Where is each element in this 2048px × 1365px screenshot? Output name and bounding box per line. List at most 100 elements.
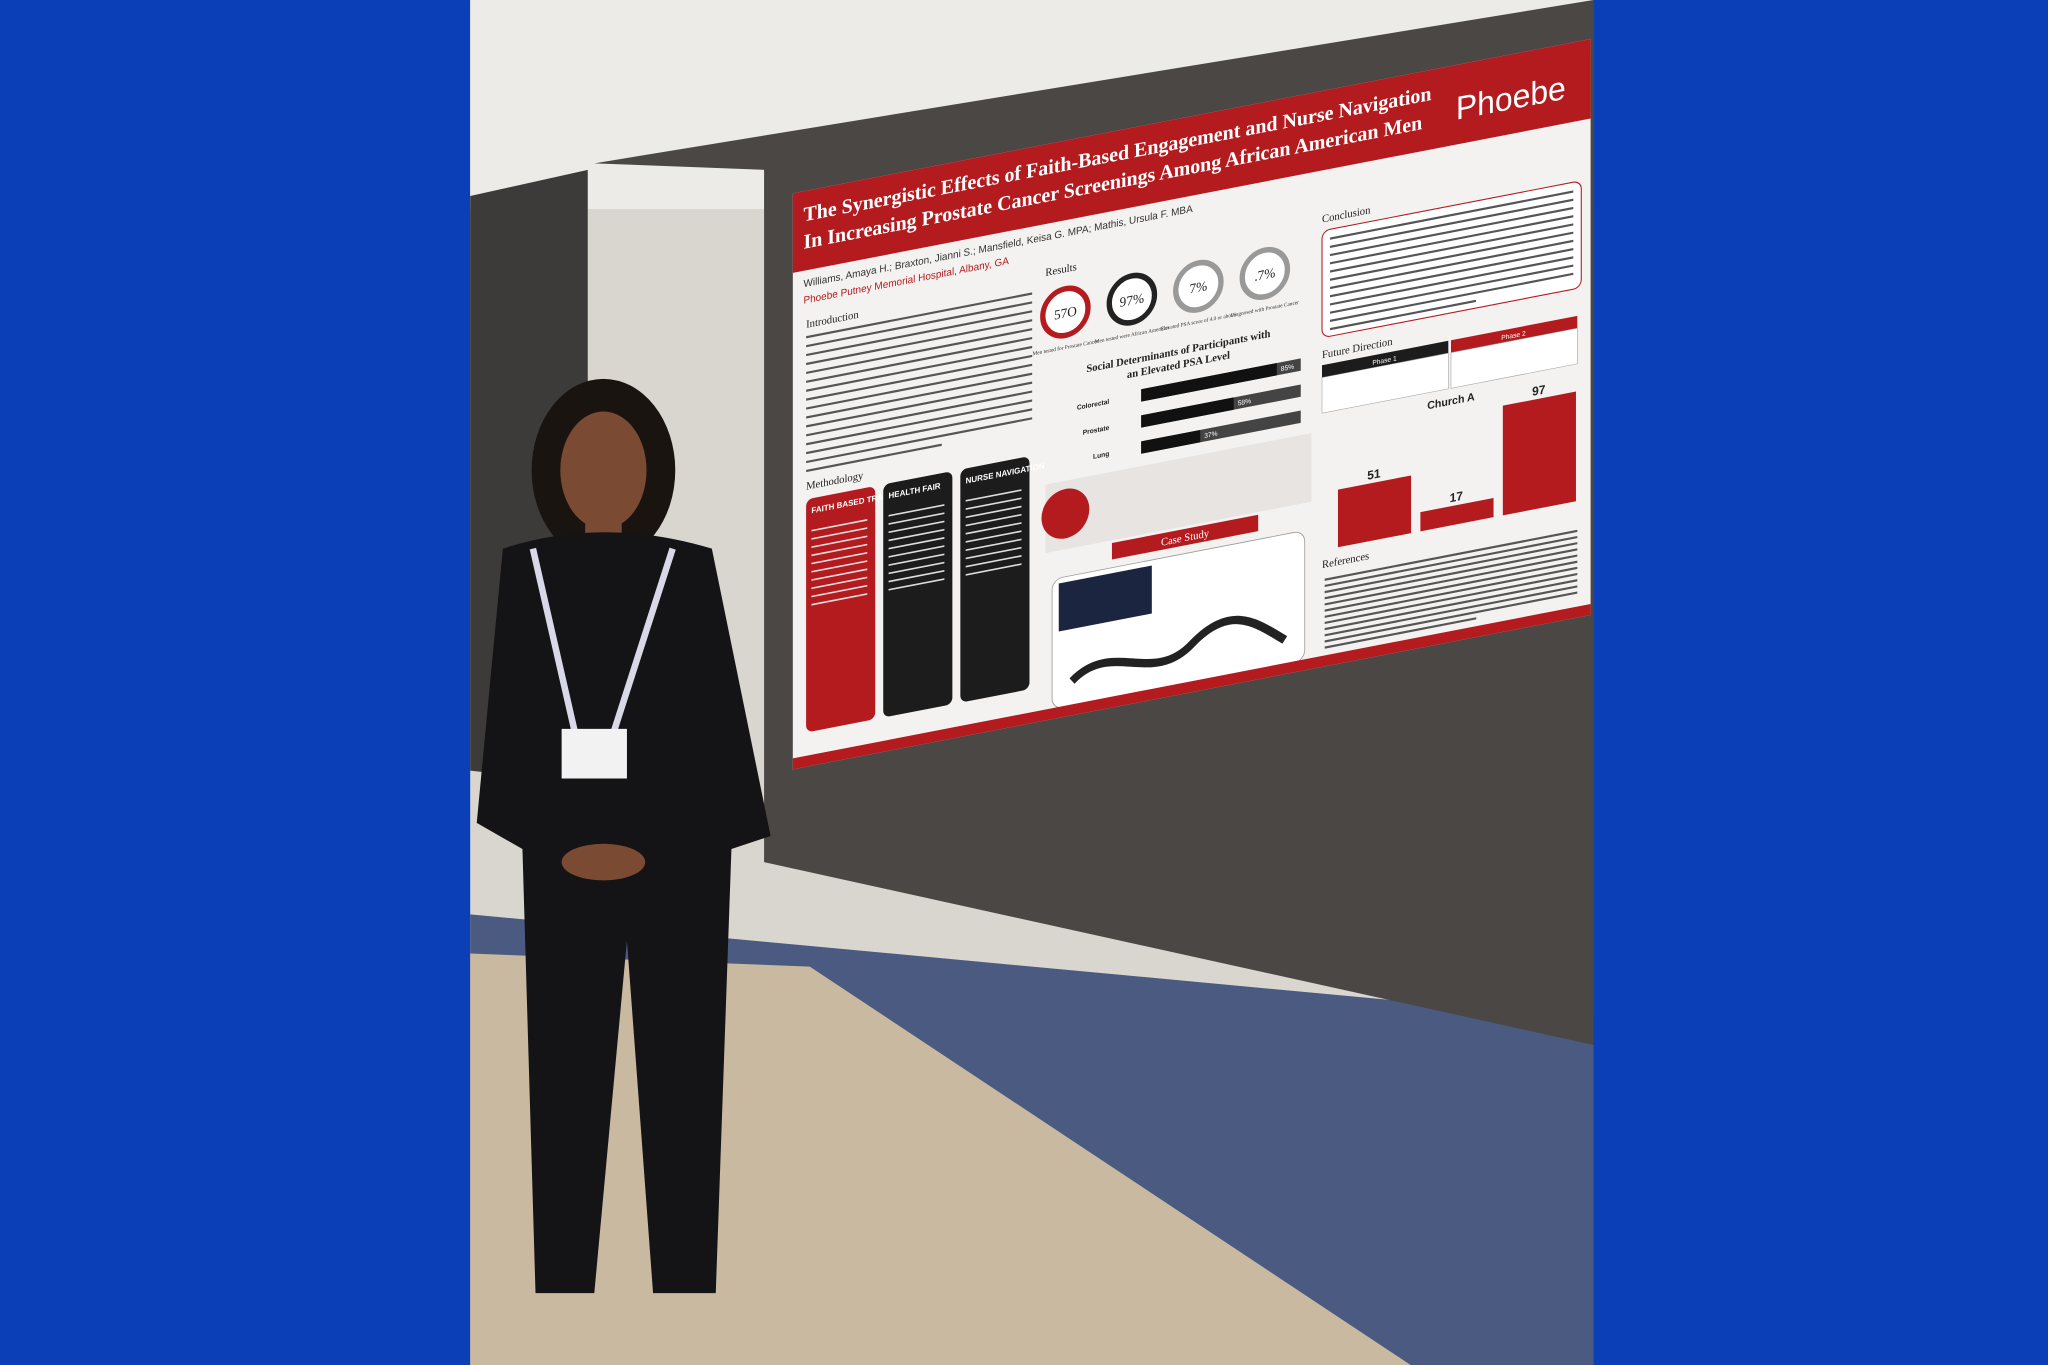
bar-value: 17 — [1450, 489, 1463, 506]
method-box — [806, 487, 876, 732]
person — [476, 378, 771, 1294]
poster-header — [792, 38, 1591, 273]
text-line — [1324, 566, 1578, 618]
text-line — [965, 546, 1022, 560]
text-line — [806, 408, 1033, 455]
text-line — [811, 527, 868, 540]
text-line — [806, 372, 1033, 419]
text-line — [965, 497, 1022, 510]
text-line — [1324, 542, 1578, 594]
text-line — [888, 578, 945, 591]
bar-label: Lung — [1093, 451, 1109, 461]
text-line — [811, 576, 868, 590]
text-line — [1329, 223, 1574, 273]
outfit — [476, 532, 771, 1294]
method-circles — [1045, 433, 1312, 554]
section-heading: Results — [1045, 261, 1076, 279]
text-line — [806, 319, 1033, 366]
text-line — [888, 528, 945, 542]
text-line — [806, 354, 1033, 401]
text-line — [806, 363, 1033, 410]
text-line — [811, 551, 868, 565]
text-line — [1329, 264, 1574, 314]
text-line — [888, 512, 945, 525]
phases: Phase 1 Phase 2 — [1321, 315, 1578, 414]
poster: The Synergistic Effects of Faith-Based E… — [792, 38, 1591, 770]
bar — [1337, 475, 1412, 548]
text-line — [1329, 215, 1574, 265]
bar — [1420, 497, 1494, 532]
bar-value: 97 — [1532, 382, 1545, 399]
text-line — [806, 345, 1033, 392]
text-line — [1324, 572, 1578, 625]
lanyard — [529, 547, 676, 733]
text-line — [965, 513, 1022, 527]
text-line — [811, 560, 868, 573]
text-line — [1329, 256, 1574, 306]
text-line — [806, 310, 1033, 357]
text-line — [965, 530, 1022, 543]
text-line — [811, 593, 868, 606]
result-value: 97% — [1120, 290, 1144, 310]
conclusion-text — [1329, 190, 1574, 331]
phase-label: Phase 1 — [1372, 355, 1397, 367]
text-line — [811, 568, 868, 581]
poster-footer — [792, 604, 1591, 770]
result-ring — [1173, 259, 1224, 313]
text-line — [1329, 190, 1574, 240]
text-line — [806, 381, 1033, 428]
bar-value: 85% — [1281, 364, 1294, 374]
bar — [1502, 391, 1576, 516]
text-line — [806, 328, 1033, 375]
text-line — [811, 535, 868, 548]
bar — [1141, 397, 1234, 428]
text-line — [806, 399, 1033, 446]
badge — [561, 728, 627, 779]
method-box — [960, 457, 1030, 702]
text-line — [811, 543, 868, 557]
text-line — [1329, 239, 1574, 290]
result-ring — [1040, 285, 1091, 339]
text-line — [1324, 560, 1578, 612]
text-line — [1324, 591, 1578, 643]
result-value: 57O — [1054, 303, 1077, 323]
references-text — [1324, 529, 1578, 649]
text-line — [888, 537, 945, 550]
text-line — [806, 301, 1033, 348]
text-line — [1329, 206, 1574, 257]
text-line — [1324, 617, 1477, 649]
bar-value: 37% — [1204, 430, 1217, 440]
text-line — [811, 519, 868, 532]
text-line — [888, 553, 945, 566]
text-line — [1324, 585, 1578, 637]
text-line — [806, 443, 942, 473]
phase-body — [1450, 327, 1578, 389]
bar-value: 51 — [1367, 466, 1380, 483]
intro-text — [806, 292, 1033, 473]
text-line — [965, 505, 1022, 519]
phase-header — [1322, 340, 1449, 378]
bar — [1141, 363, 1277, 402]
text-line — [1329, 299, 1476, 331]
result-ring — [1106, 272, 1158, 326]
conclusion-box — [1321, 181, 1582, 337]
text-line — [888, 545, 945, 558]
text-line — [811, 584, 868, 598]
bar — [1141, 429, 1201, 454]
text-line — [965, 555, 1022, 568]
phase-header — [1450, 315, 1578, 353]
method-box — [883, 472, 953, 717]
pie — [1041, 488, 1090, 539]
text-line — [965, 489, 1022, 502]
text-line — [1324, 535, 1578, 588]
text-line — [1329, 198, 1574, 248]
text-line — [888, 569, 945, 583]
text-line — [1329, 272, 1574, 322]
phase-label: Phase 2 — [1501, 330, 1526, 342]
result-value: 7% — [1189, 278, 1207, 297]
hands — [561, 843, 646, 881]
